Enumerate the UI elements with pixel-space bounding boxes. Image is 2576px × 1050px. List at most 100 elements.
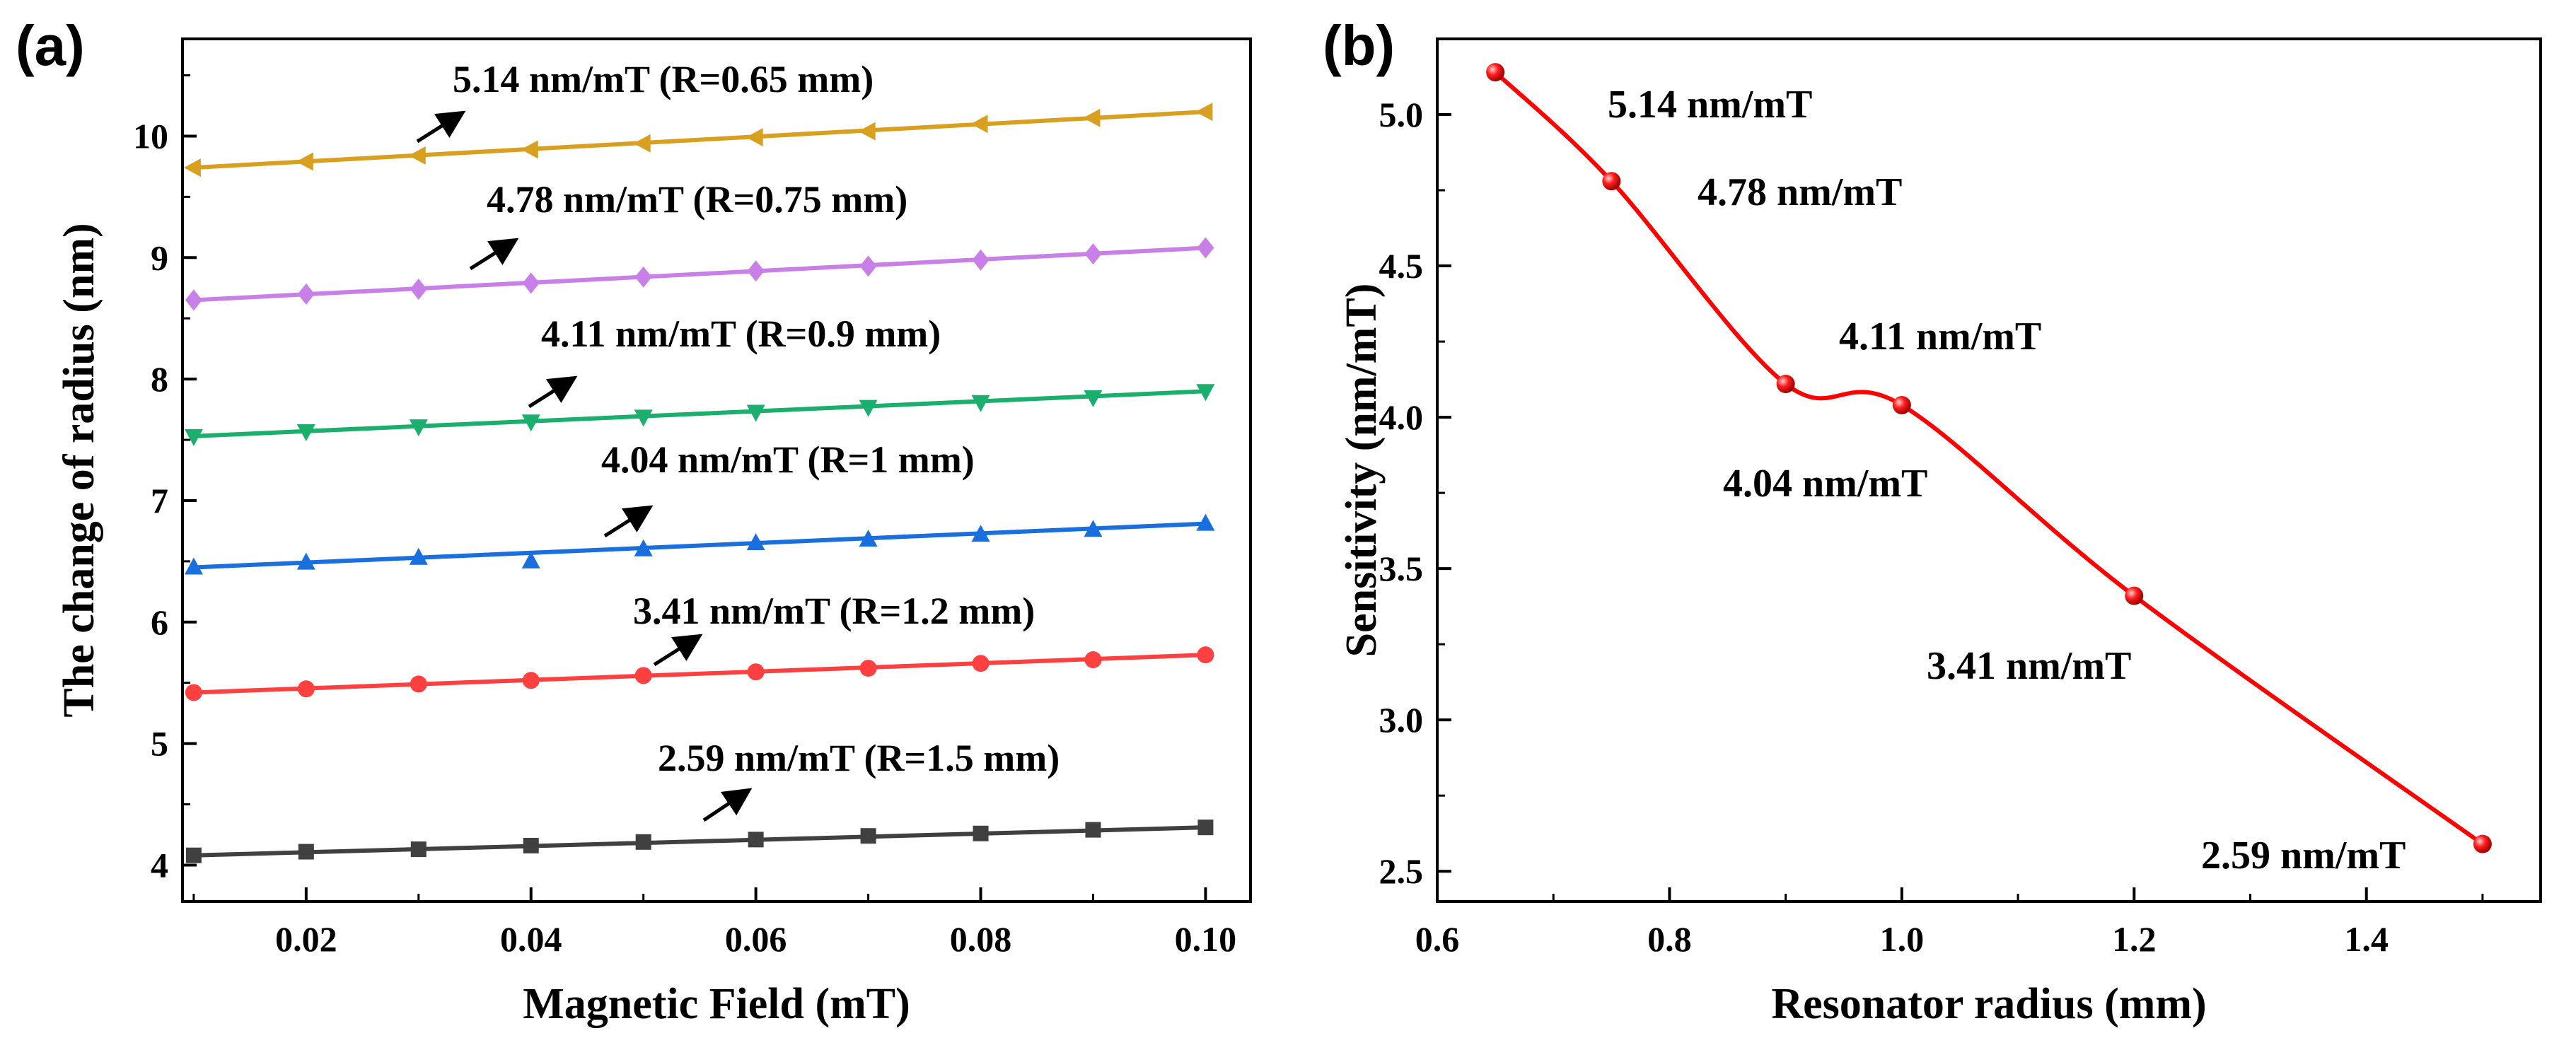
data-point [973, 825, 989, 841]
data-point [408, 146, 426, 165]
data-point [745, 128, 763, 147]
point-label: 4.11 nm/mT [1839, 315, 2041, 358]
x-tick-label: 1.2 [2112, 919, 2157, 959]
plot-frame-a [181, 37, 1252, 903]
data-point [522, 672, 540, 689]
a-annotations: 2.59 nm/mT (R=1.5 mm) 3.41 nm/mT (R=1.2 m… [416, 58, 1060, 822]
data-point [747, 260, 765, 282]
series-line [193, 825, 1206, 858]
data-point [1196, 513, 1215, 531]
data-point [1083, 108, 1101, 127]
point-label: 3.41 nm/mT [1927, 644, 2131, 688]
series-line [193, 389, 1206, 438]
y-tick-label: 4 [151, 845, 168, 885]
series-line [193, 653, 1206, 695]
y-tick-label: 3.5 [1379, 549, 1424, 588]
x-tick-label: 0.10 [1175, 919, 1237, 959]
data-point [1197, 237, 1214, 259]
series-annotation: 5.14 nm/mT (R=0.65 mm) [453, 58, 874, 100]
point-label: 2.59 nm/mT [2201, 834, 2406, 877]
data-point [858, 122, 876, 141]
data-point [1084, 520, 1103, 537]
data-point [859, 529, 878, 547]
data-point [297, 680, 315, 698]
x-tick-label: 0.06 [725, 919, 787, 959]
data-point [1084, 243, 1102, 265]
data-point [971, 525, 990, 542]
data-point [1197, 819, 1214, 836]
annotation-arrow [469, 238, 519, 271]
point-label: 5.14 nm/mT [1608, 83, 1812, 127]
plot-frame-b [1436, 37, 2542, 903]
data-point [185, 684, 202, 701]
data-point [521, 140, 538, 159]
b-series [1486, 63, 2492, 853]
x-tick-label: 1.0 [1880, 919, 1925, 959]
data-point [409, 419, 428, 437]
y-tick-label: 2.5 [1379, 851, 1424, 891]
data-point [1776, 375, 1795, 393]
data-point [2125, 586, 2144, 605]
panel-b: (b) 0.6 0.8 1.0 1.2 1.4 2.5 3.0 3.5 4.0 4.5 5.0 5.… [1323, 14, 2542, 1028]
y-tick-label: 10 [133, 116, 168, 156]
data-point [185, 289, 202, 311]
x-tick-label: 0.6 [1415, 919, 1460, 959]
series-annotation: 4.78 nm/mT (R=0.75 mm) [487, 178, 907, 221]
annotation-arrow [416, 110, 466, 144]
data-point [410, 278, 427, 300]
data-point [2473, 834, 2492, 853]
data-point [409, 547, 428, 565]
b-annotations: 5.14 nm/mT 4.78 nm/mT 4.11 nm/mT 4.04 nm/mT… [1608, 83, 2406, 877]
data-point [521, 414, 540, 432]
data-point [1486, 63, 1505, 82]
point-label: 4.04 nm/mT [1723, 462, 1927, 506]
data-point [635, 834, 651, 850]
a-ticks: 0.02 0.04 0.06 0.08 0.10 4 5 6 7 8 9 10 [133, 74, 1237, 959]
data-point [184, 557, 203, 575]
data-point [633, 134, 651, 153]
data-point [859, 255, 877, 277]
annotation-arrow [653, 634, 703, 667]
data-point [183, 158, 201, 177]
y-tick-label: 4.5 [1379, 246, 1424, 286]
data-point [746, 533, 765, 551]
series-annotation: 4.04 nm/mT (R=1 mm) [601, 438, 975, 481]
data-point [297, 283, 315, 305]
annotation-arrow [702, 788, 753, 822]
y-tick-label: 6 [151, 602, 168, 642]
data-point [523, 837, 539, 853]
y-tick-label: 3.0 [1379, 700, 1424, 740]
data-point [860, 828, 876, 844]
panel-b-label: (b) [1323, 14, 1395, 77]
data-point [859, 399, 878, 417]
y-tick-label: 5 [151, 724, 168, 764]
series-line [1494, 70, 2484, 846]
a-y-axis-label: The change of radius (nm) [55, 223, 103, 717]
data-point [1197, 646, 1214, 664]
y-tick-label: 5.0 [1379, 95, 1424, 134]
data-point [521, 551, 540, 568]
point-label: 4.78 nm/mT [1698, 170, 1902, 214]
data-point [747, 663, 765, 681]
data-point [970, 115, 988, 134]
x-tick-label: 0.8 [1647, 919, 1692, 959]
data-point [298, 844, 314, 860]
b-ticks: 0.6 0.8 1.0 1.2 1.4 2.5 3.0 3.5 4.0 4.5 5.0 [1379, 95, 2484, 959]
data-point [971, 395, 990, 412]
a-series [183, 103, 1215, 863]
data-point [296, 152, 313, 171]
data-point [296, 552, 315, 570]
series-line [193, 110, 1206, 170]
y-tick-label: 8 [151, 359, 168, 399]
data-point [746, 404, 765, 422]
data-point [296, 424, 315, 442]
b-y-axis-label: Sensitivity (nm/mT) [1338, 284, 1386, 658]
data-point [634, 667, 652, 684]
panel-a-label: (a) [16, 14, 85, 77]
y-tick-label: 7 [151, 481, 168, 520]
data-point [634, 539, 653, 556]
data-point [972, 249, 990, 271]
data-point [634, 409, 653, 427]
a-x-axis-label: Magnetic Field (mT) [523, 980, 910, 1028]
